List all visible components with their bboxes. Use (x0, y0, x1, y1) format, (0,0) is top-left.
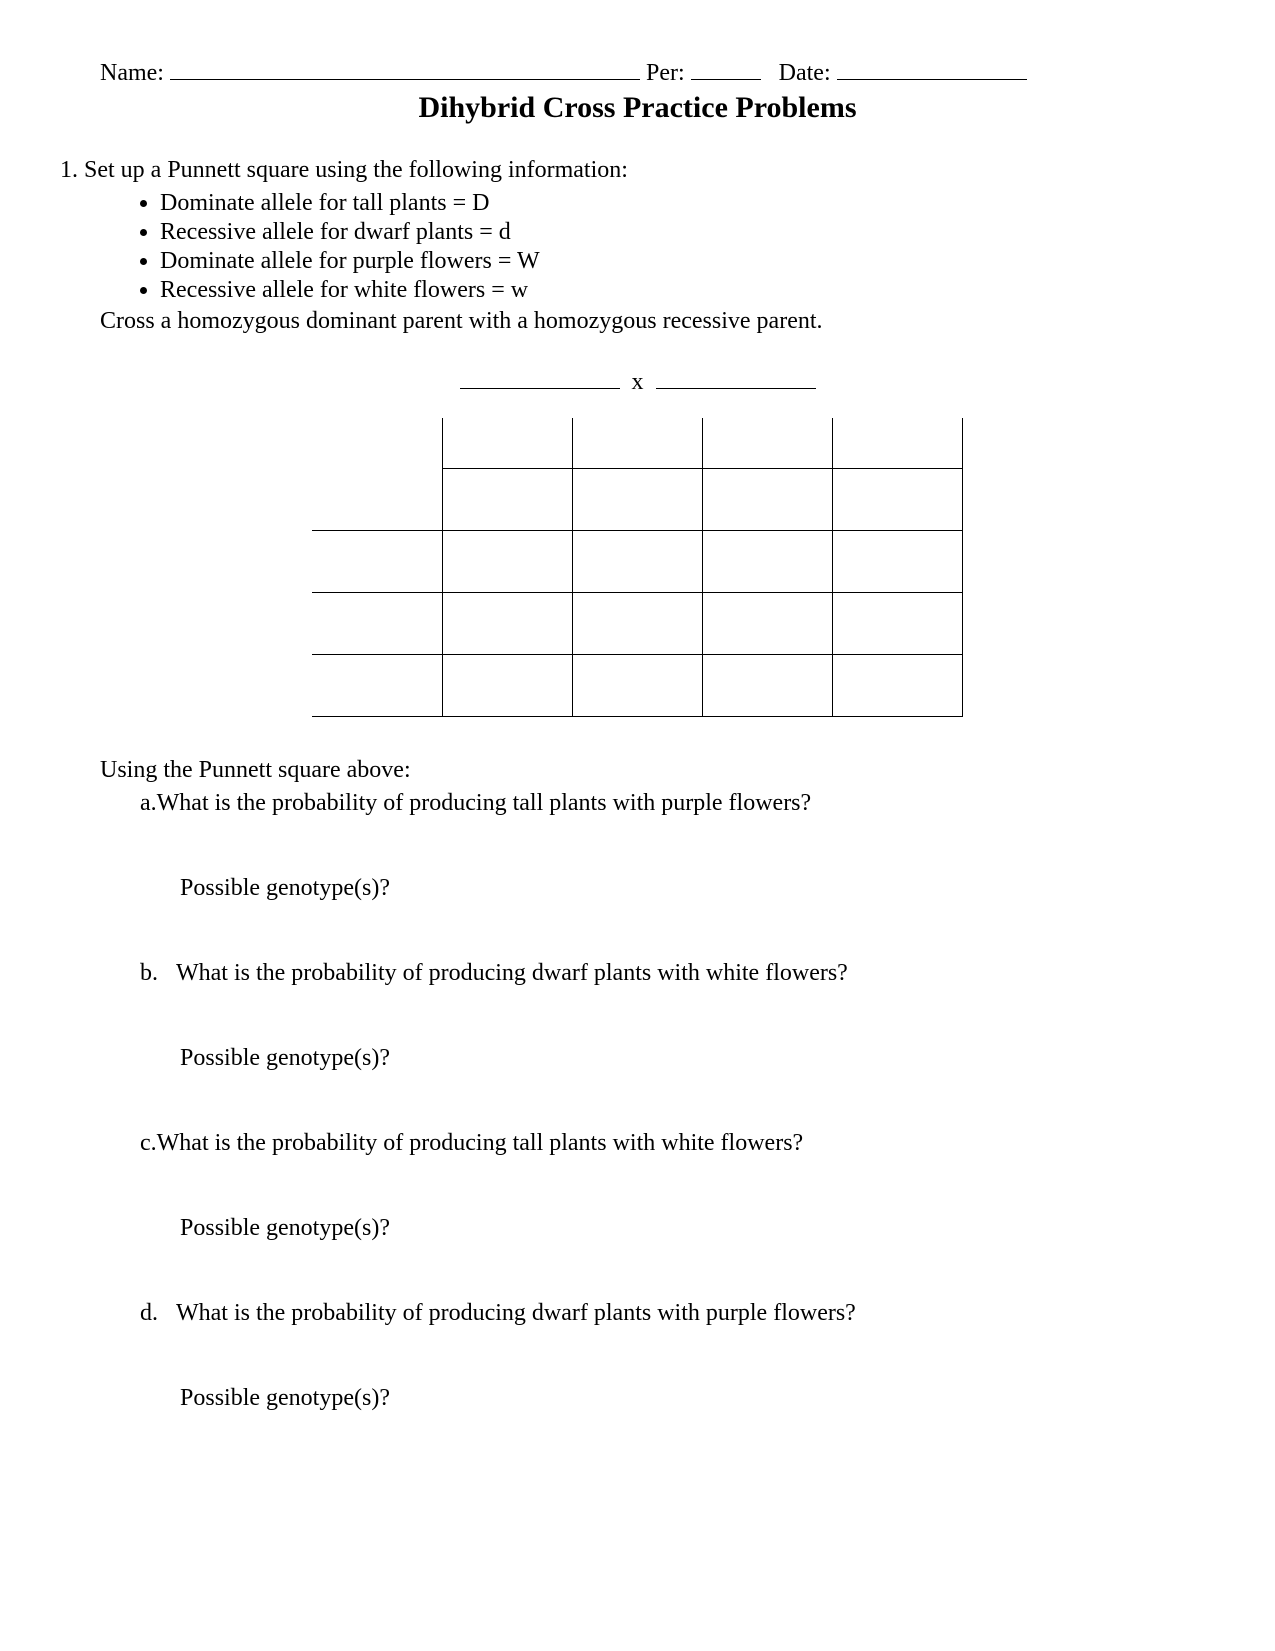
punnett-cell[interactable] (702, 468, 832, 530)
parent2-blank[interactable] (656, 388, 816, 389)
punnett-cell[interactable] (572, 468, 702, 530)
date-blank[interactable] (837, 79, 1027, 80)
punnett-cell[interactable] (702, 530, 832, 592)
punnett-cell[interactable] (832, 654, 962, 716)
punnett-col-header[interactable] (442, 418, 572, 468)
table-row (312, 592, 962, 654)
punnett-cell[interactable] (832, 592, 962, 654)
sub-letter: d. (140, 1300, 158, 1326)
q1-intro: 1. Set up a Punnett square using the fol… (60, 157, 1175, 184)
punnett-cell[interactable] (442, 530, 572, 592)
sub-question-d: d. What is the probability of producing … (140, 1300, 1175, 1327)
punnett-cell[interactable] (702, 654, 832, 716)
q1-bullets: Dominate allele for tall plants = D Rece… (160, 190, 1175, 304)
punnett-col-header[interactable] (572, 418, 702, 468)
sub-text: What is the probability of producing dwa… (176, 960, 848, 986)
punnett-square (312, 418, 963, 717)
date-label: Date: (779, 60, 831, 86)
punnett-cell[interactable] (572, 530, 702, 592)
sub-question-b: b. What is the probability of producing … (140, 960, 1175, 987)
punnett-cell[interactable] (442, 592, 572, 654)
table-row (312, 654, 962, 716)
punnett-cell[interactable] (572, 592, 702, 654)
sub-text: What is the probability of producing dwa… (176, 1300, 856, 1326)
genotype-prompt: Possible genotype(s)? (180, 1215, 1175, 1242)
sub-letter: c. (140, 1130, 157, 1156)
punnett-row-header[interactable] (312, 654, 442, 716)
cross-instruction: Cross a homozygous dominant parent with … (100, 308, 1175, 335)
worksheet-header: Name: Per: Date: (100, 60, 1175, 87)
bullet-item: Recessive allele for dwarf plants = d (160, 219, 1175, 246)
sub-text: What is the probability of producing tal… (157, 790, 812, 816)
per-blank[interactable] (691, 79, 761, 80)
cross-symbol: x (632, 369, 644, 395)
using-text: Using the Punnett square above: (100, 757, 1175, 784)
name-blank[interactable] (170, 79, 640, 80)
bullet-item: Dominate allele for purple flowers = W (160, 248, 1175, 275)
punnett-col-header[interactable] (832, 418, 962, 468)
table-row (312, 418, 962, 468)
sub-question-a: a.What is the probability of producing t… (140, 790, 1175, 817)
punnett-cell[interactable] (702, 592, 832, 654)
punnett-row-header[interactable] (312, 468, 442, 530)
punnett-corner (312, 418, 442, 468)
sub-letter: a. (140, 790, 157, 816)
punnett-col-header[interactable] (702, 418, 832, 468)
name-label: Name: (100, 60, 164, 86)
punnett-row-header[interactable] (312, 592, 442, 654)
parent1-blank[interactable] (460, 388, 620, 389)
table-row (312, 530, 962, 592)
sub-question-c: c.What is the probability of producing t… (140, 1130, 1175, 1157)
page-title: Dihybrid Cross Practice Problems (100, 91, 1175, 125)
table-row (312, 468, 962, 530)
bullet-item: Recessive allele for white flowers = w (160, 277, 1175, 304)
cross-line: x (100, 369, 1175, 396)
bullet-item: Dominate allele for tall plants = D (160, 190, 1175, 217)
punnett-cell[interactable] (832, 530, 962, 592)
sub-letter: b. (140, 960, 158, 986)
genotype-prompt: Possible genotype(s)? (180, 875, 1175, 902)
punnett-cell[interactable] (832, 468, 962, 530)
sub-text: What is the probability of producing tal… (157, 1130, 804, 1156)
punnett-cell[interactable] (442, 654, 572, 716)
genotype-prompt: Possible genotype(s)? (180, 1385, 1175, 1412)
genotype-prompt: Possible genotype(s)? (180, 1045, 1175, 1072)
punnett-cell[interactable] (572, 654, 702, 716)
punnett-cell[interactable] (442, 468, 572, 530)
punnett-row-header[interactable] (312, 530, 442, 592)
per-label: Per: (646, 60, 685, 86)
